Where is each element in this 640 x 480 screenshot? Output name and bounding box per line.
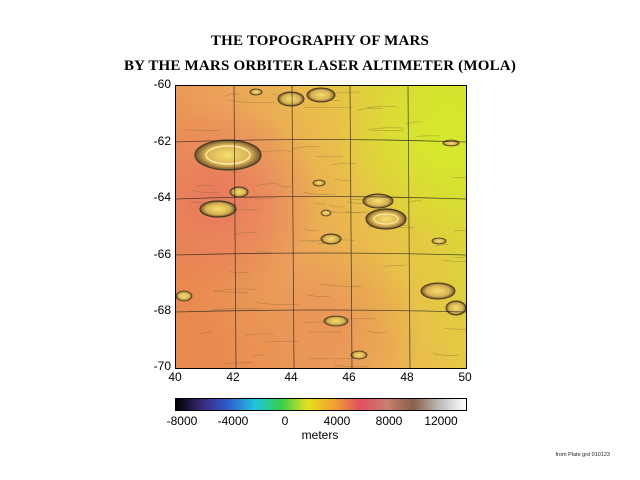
lon-tick-label: 46	[342, 370, 356, 384]
lat-tick-label: -70	[153, 359, 171, 373]
topography-map	[175, 85, 467, 369]
lon-tick-label: 44	[284, 370, 298, 384]
lat-tick-label: -62	[153, 134, 171, 148]
map-title: THE TOPOGRAPHY OF MARS	[210, 33, 430, 49]
colorbar-tick-label: -8000	[166, 414, 198, 428]
source-note: from Plate grd 010123	[555, 452, 610, 458]
colorbar-tick-label: 8000	[375, 414, 403, 428]
map-subtitle: BY THE MARS ORBITER LASER ALTIMETER (MOL…	[123, 58, 517, 74]
lon-tick-label: 42	[226, 370, 240, 384]
lat-tick-label: -66	[153, 247, 171, 261]
lat-tick-label: -60	[153, 77, 171, 91]
elevation-colorbar	[175, 398, 467, 411]
lon-tick-label: 40	[168, 370, 182, 384]
lat-tick-label: -64	[153, 190, 171, 204]
colorbar-tick-label: 12000	[424, 414, 458, 428]
lon-tick-label: 50	[458, 370, 472, 384]
colorbar-tick-label: 4000	[323, 414, 351, 428]
colorbar-tick-label: -4000	[217, 414, 249, 428]
lon-tick-label: 48	[400, 370, 414, 384]
colorbar-units-label: meters	[301, 428, 339, 442]
colorbar-tick-label: 0	[281, 414, 289, 428]
lat-tick-label: -68	[153, 303, 171, 317]
